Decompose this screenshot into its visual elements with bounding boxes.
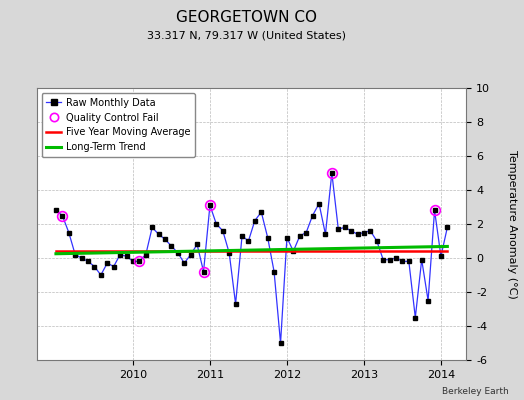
Text: 33.317 N, 79.317 W (United States): 33.317 N, 79.317 W (United States): [147, 30, 346, 40]
Text: Berkeley Earth: Berkeley Earth: [442, 387, 508, 396]
Text: GEORGETOWN CO: GEORGETOWN CO: [176, 10, 317, 25]
Legend: Raw Monthly Data, Quality Control Fail, Five Year Moving Average, Long-Term Tren: Raw Monthly Data, Quality Control Fail, …: [41, 93, 195, 157]
Y-axis label: Temperature Anomaly (°C): Temperature Anomaly (°C): [507, 150, 517, 298]
